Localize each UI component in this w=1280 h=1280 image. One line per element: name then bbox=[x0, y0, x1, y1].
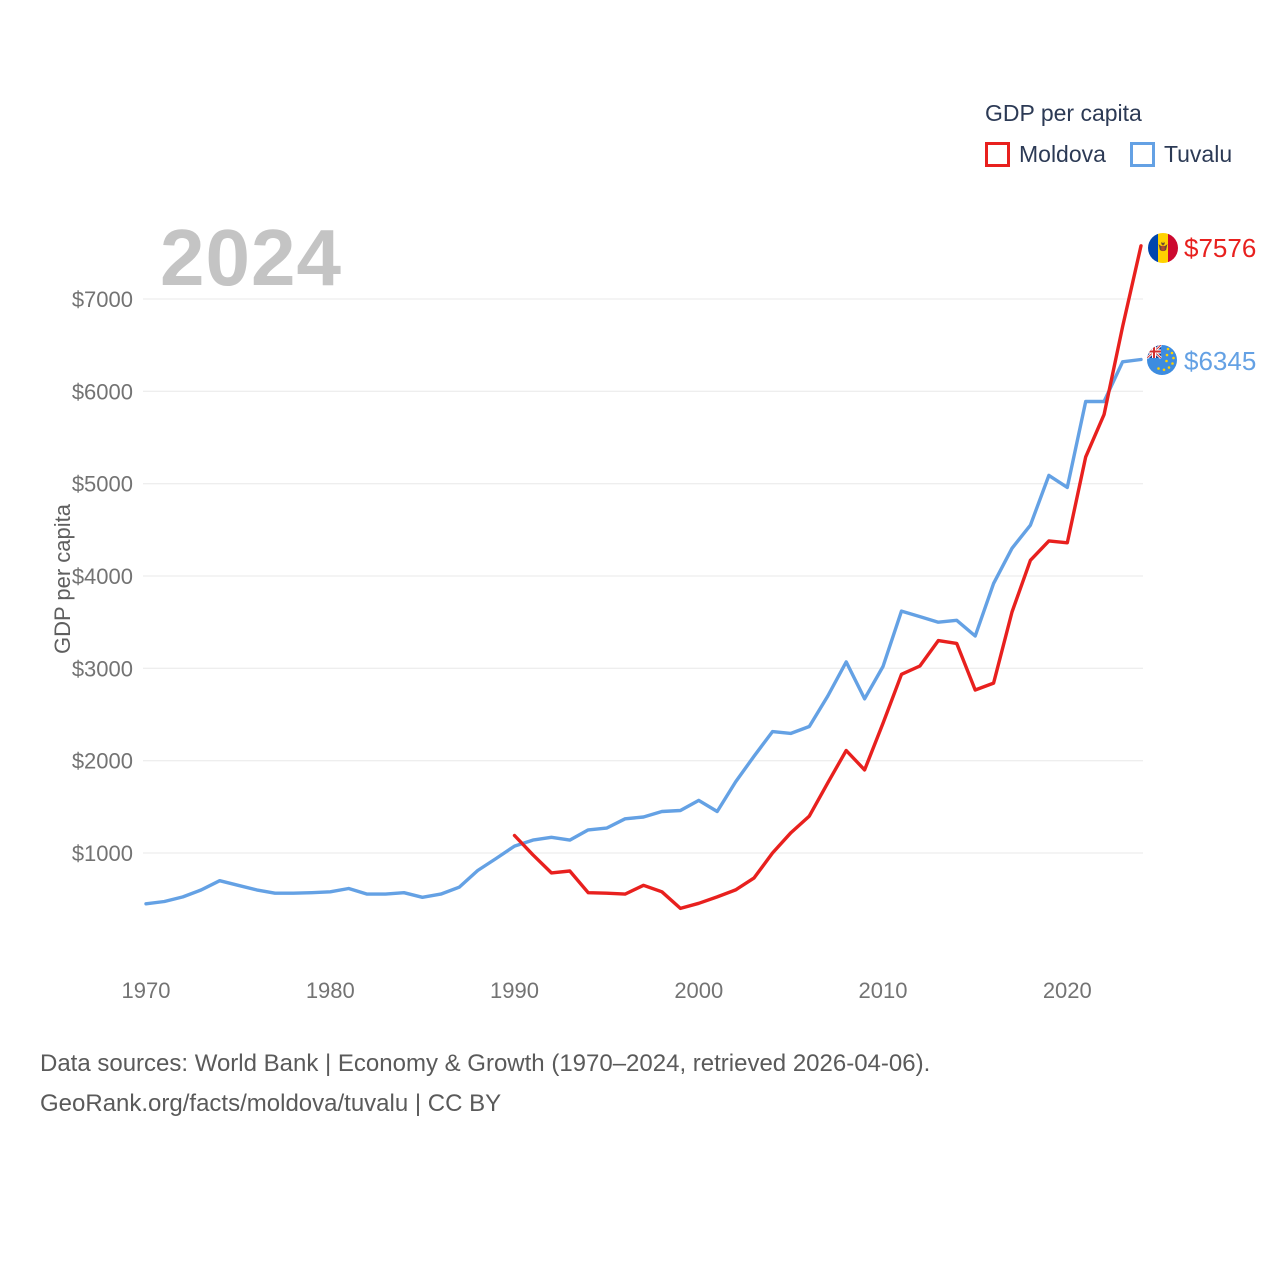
tuvalu-legend-swatch bbox=[1129, 142, 1155, 167]
y-tick-label: $7000 bbox=[72, 287, 133, 312]
x-tick-label: 1980 bbox=[306, 978, 355, 1003]
tuvalu-legend-label: Tuvalu bbox=[1163, 141, 1233, 167]
legend: GDP per capita Moldova Tuvalu bbox=[985, 100, 1256, 168]
y-tick-label: $3000 bbox=[72, 656, 133, 681]
x-tick-label: 1970 bbox=[122, 978, 171, 1003]
x-tick-label: 1990 bbox=[490, 978, 539, 1003]
tuvalu-end-value-label: $6345 bbox=[1184, 346, 1257, 376]
y-tick-label: $4000 bbox=[72, 564, 133, 589]
legend-items: Moldova Tuvalu bbox=[985, 141, 1256, 168]
y-tick-label: $2000 bbox=[72, 749, 133, 774]
moldova-line bbox=[512, 244, 1143, 911]
footer-sources-line: Data sources: World Bank | Economy & Gro… bbox=[40, 1050, 931, 1077]
footer-attribution-line: GeoRank.org/facts/moldova/tuvalu | CC BY bbox=[40, 1090, 502, 1117]
y-tick-label: $5000 bbox=[72, 472, 133, 497]
y-tick-label: $6000 bbox=[72, 379, 133, 404]
x-tick-label: 2010 bbox=[859, 978, 908, 1003]
legend-title: GDP per capita bbox=[985, 100, 1142, 126]
moldova-legend-swatch bbox=[985, 142, 1010, 167]
tuvalu-flag-icon bbox=[1147, 345, 1177, 375]
footer: Data sources: World Bank | Economy & Gro… bbox=[40, 1044, 930, 1124]
tuvalu-line bbox=[144, 357, 1143, 906]
moldova-legend-label: Moldova bbox=[1019, 141, 1106, 167]
moldova-end-value-label: $7576 bbox=[1184, 233, 1257, 263]
year-watermark: 2024 bbox=[160, 213, 342, 302]
moldova-flag-icon bbox=[1148, 233, 1178, 263]
y-axis-title: GDP per capita bbox=[50, 504, 75, 655]
y-tick-label: $1000 bbox=[72, 841, 133, 866]
x-tick-label: 2020 bbox=[1043, 978, 1092, 1003]
x-tick-label: 2000 bbox=[674, 978, 723, 1003]
